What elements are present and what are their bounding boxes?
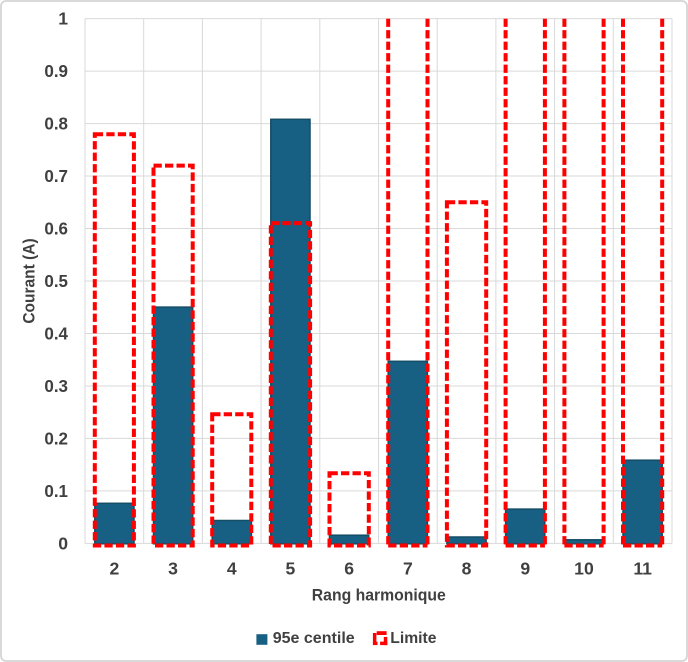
svg-text:8: 8 <box>462 559 472 579</box>
svg-text:0: 0 <box>58 534 68 554</box>
svg-text:Rang harmonique: Rang harmonique <box>312 586 446 605</box>
svg-text:Courant (A): Courant (A) <box>19 238 38 323</box>
svg-text:2: 2 <box>109 559 119 579</box>
svg-text:0.7: 0.7 <box>44 166 68 186</box>
svg-text:0.1: 0.1 <box>44 481 68 501</box>
svg-text:6: 6 <box>344 559 354 579</box>
svg-text:9: 9 <box>520 559 530 579</box>
svg-text:4: 4 <box>227 559 237 579</box>
svg-text:3: 3 <box>168 559 178 579</box>
svg-text:0.4: 0.4 <box>44 324 68 344</box>
svg-text:11: 11 <box>633 559 652 579</box>
svg-text:0.9: 0.9 <box>44 61 68 81</box>
svg-text:0.8: 0.8 <box>44 114 68 134</box>
svg-text:1: 1 <box>58 9 68 29</box>
svg-text:10: 10 <box>574 559 594 579</box>
svg-text:Limite: Limite <box>390 630 436 647</box>
svg-text:0.5: 0.5 <box>44 271 68 291</box>
svg-text:95e centile: 95e centile <box>273 630 355 647</box>
svg-text:0.6: 0.6 <box>44 219 68 239</box>
svg-text:0.2: 0.2 <box>44 429 68 449</box>
svg-text:5: 5 <box>286 559 296 579</box>
svg-text:0.3: 0.3 <box>44 376 68 396</box>
svg-text:7: 7 <box>403 559 413 579</box>
